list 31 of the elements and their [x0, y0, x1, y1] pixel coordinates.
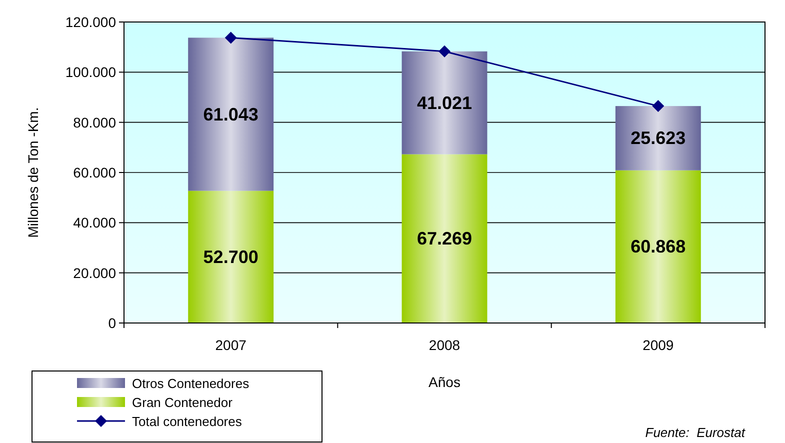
legend-label: Otros Contenedores [132, 376, 250, 391]
point [652, 100, 664, 112]
y-tick-label: 0 [108, 315, 116, 331]
x-axis-title: Años [428, 374, 460, 390]
x-tick-label: 2009 [642, 337, 674, 353]
bar [188, 38, 274, 191]
data-label: 67.269 [416, 228, 472, 249]
data-label: 25.623 [630, 128, 686, 148]
point [224, 32, 237, 44]
y-tick-label: 20.000 [73, 264, 116, 281]
bar [402, 154, 488, 323]
data-label: 41.021 [416, 92, 472, 113]
bar [188, 190, 274, 323]
legend-label: Total contenedores [132, 414, 242, 429]
y-tick-label: 40.000 [73, 214, 116, 231]
x-tick-label: 2007 [215, 337, 247, 353]
data-label: 52.700 [203, 246, 258, 267]
y-tick-label: 80.000 [73, 114, 116, 130]
y-tick-label: 120.000 [65, 14, 116, 30]
point [438, 45, 450, 58]
y-tick-label: 100.000 [65, 64, 116, 80]
y-tick-label: 60.000 [73, 164, 116, 180]
x-tick-label: 2008 [428, 337, 460, 353]
data-label: 60.868 [630, 236, 686, 257]
y-axis-title: Millones de Ton -Km. [25, 107, 41, 238]
data-label: 61.043 [203, 104, 258, 124]
bar [615, 170, 701, 323]
bar [402, 51, 488, 154]
bar [615, 106, 701, 170]
legend-label: Gran Contenedor [132, 395, 234, 410]
source-note: Fuente: Eurostat [645, 425, 746, 440]
